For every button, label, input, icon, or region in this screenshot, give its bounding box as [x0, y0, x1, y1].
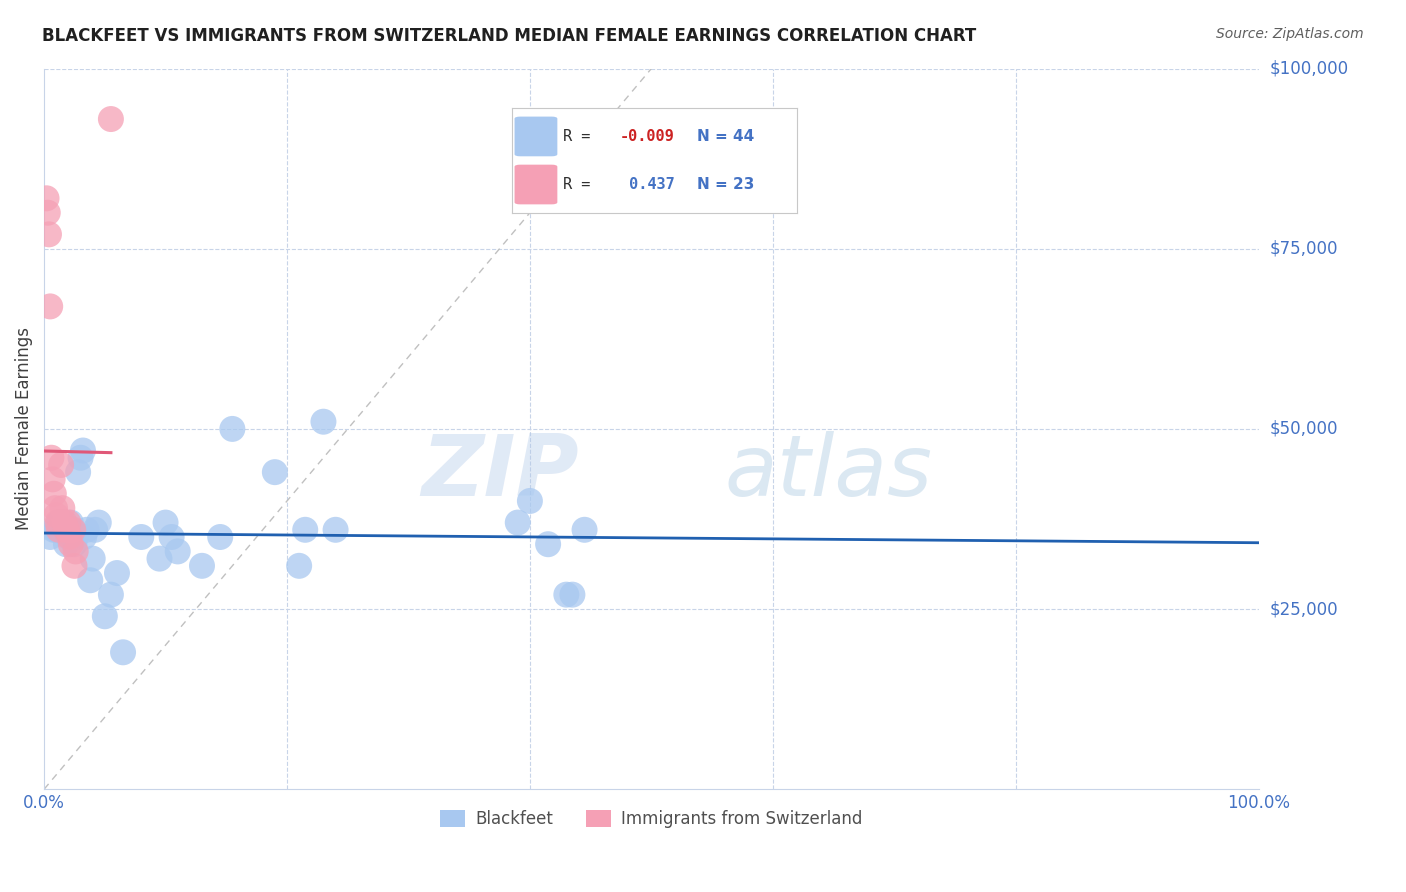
Point	[38, 227, 60, 242]
Point	[312, 415, 335, 429]
Point	[58, 516, 80, 530]
Y-axis label: Median Female Earnings: Median Female Earnings	[15, 327, 32, 531]
Point	[37, 205, 59, 219]
Point	[94, 609, 117, 624]
Point	[39, 530, 62, 544]
Text: ZIP: ZIP	[420, 431, 578, 514]
Point	[506, 516, 529, 530]
Text: Source: ZipAtlas.com: Source: ZipAtlas.com	[1216, 27, 1364, 41]
Text: BLACKFEET VS IMMIGRANTS FROM SWITZERLAND MEDIAN FEMALE EARNINGS CORRELATION CHAR: BLACKFEET VS IMMIGRANTS FROM SWITZERLAND…	[42, 27, 976, 45]
Point	[56, 523, 79, 537]
Point	[44, 501, 66, 516]
Point	[55, 537, 77, 551]
Point	[112, 645, 135, 659]
Point	[53, 516, 76, 530]
Legend: Blackfeet, Immigrants from Switzerland: Blackfeet, Immigrants from Switzerland	[433, 804, 869, 835]
Point	[59, 516, 82, 530]
Text: $100,000: $100,000	[1270, 60, 1348, 78]
Point	[82, 551, 104, 566]
Point	[51, 516, 73, 530]
Point	[51, 501, 73, 516]
Point	[160, 530, 183, 544]
Point	[288, 558, 311, 573]
Point	[537, 537, 560, 551]
Point	[561, 588, 583, 602]
Point	[45, 508, 67, 523]
Point	[63, 537, 86, 551]
Point	[49, 458, 72, 472]
Point	[574, 523, 596, 537]
Point	[84, 523, 107, 537]
Point	[35, 191, 58, 205]
Point	[39, 300, 62, 314]
Point	[65, 530, 87, 544]
Point	[79, 573, 101, 587]
Point	[41, 472, 63, 486]
Point	[67, 465, 90, 479]
Text: $25,000: $25,000	[1270, 600, 1339, 618]
Point	[59, 537, 82, 551]
Point	[46, 516, 69, 530]
Point	[42, 487, 65, 501]
Point	[59, 523, 82, 537]
Text: $75,000: $75,000	[1270, 240, 1339, 258]
Point	[294, 523, 316, 537]
Point	[325, 523, 347, 537]
Point	[105, 566, 128, 580]
Point	[100, 112, 122, 126]
Point	[55, 523, 77, 537]
Point	[209, 530, 232, 544]
Point	[73, 530, 96, 544]
Point	[221, 422, 243, 436]
Point	[155, 516, 177, 530]
Point	[555, 588, 578, 602]
Point	[59, 530, 82, 544]
Point	[148, 551, 170, 566]
Point	[166, 544, 188, 558]
Point	[48, 516, 70, 530]
Point	[48, 523, 70, 537]
Point	[87, 516, 110, 530]
Text: atlas: atlas	[724, 431, 932, 514]
Point	[100, 588, 122, 602]
Point	[62, 523, 84, 537]
Point	[76, 523, 98, 537]
Point	[69, 450, 91, 465]
Point	[65, 544, 87, 558]
Point	[191, 558, 214, 573]
Text: $50,000: $50,000	[1270, 420, 1339, 438]
Point	[263, 465, 285, 479]
Point	[129, 530, 152, 544]
Point	[63, 558, 86, 573]
Point	[51, 523, 73, 537]
Point	[72, 443, 94, 458]
Point	[42, 523, 65, 537]
Point	[519, 494, 541, 508]
Point	[41, 450, 63, 465]
Point	[45, 523, 67, 537]
Point	[58, 530, 80, 544]
